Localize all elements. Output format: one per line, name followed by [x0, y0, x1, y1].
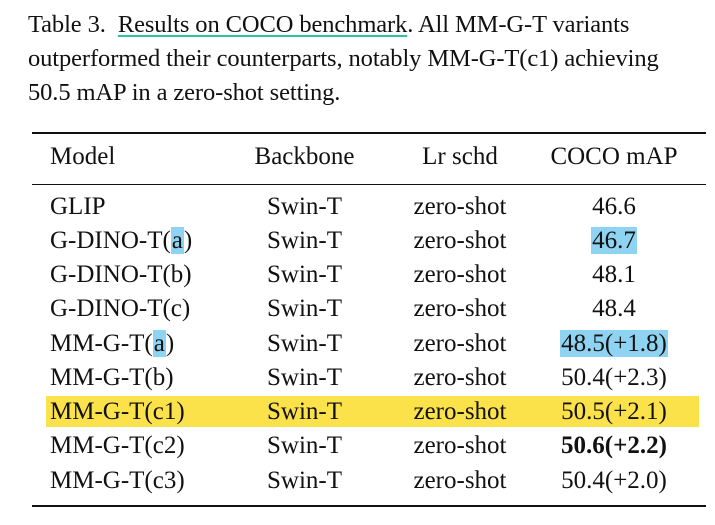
- cell-model: MM-G-T(c1): [50, 398, 185, 425]
- table-row: MM-G-T(a) Swin-T zero-shot 48.5(+1.8): [32, 327, 706, 361]
- header-coco-map: COCO mAP: [550, 143, 678, 170]
- caption-title: Results on COCO benchmark: [117, 11, 408, 38]
- caption-line-3: 50.5 mAP in a zero-shot setting.: [28, 79, 341, 106]
- header-backbone: Backbone: [254, 143, 355, 170]
- cell-lr-schd: zero-shot: [413, 295, 507, 322]
- cell-lr-schd: zero-shot: [413, 467, 507, 494]
- cell-model: MM-G-T(c3): [50, 467, 185, 494]
- table-top-rule: [32, 132, 706, 134]
- caption-line-1-rest: . All MM-G-T variants: [407, 11, 630, 38]
- cell-coco-map-best: 50.6(+2.2): [561, 432, 667, 459]
- cell-backbone: Swin-T: [267, 261, 342, 288]
- table-header-row: Model Backbone Lr schd COCO mAP: [32, 140, 706, 174]
- header-lr-schd: Lr schd: [422, 143, 498, 170]
- model-close: ): [165, 330, 175, 357]
- cell-backbone: Swin-T: [267, 467, 342, 494]
- cell-model: G-DINO-T(b): [50, 261, 192, 288]
- cell-coco-map: 46.6: [592, 193, 636, 220]
- cell-backbone: Swin-T: [267, 364, 342, 391]
- cell-lr-schd: zero-shot: [413, 330, 507, 357]
- cell-coco-map: 48.4: [592, 295, 636, 322]
- table-bottom-rule: [32, 505, 706, 507]
- row-highlight: [46, 396, 699, 427]
- cell-coco-map: 50.5(+2.1): [561, 398, 667, 425]
- cell-coco-map: 46.7: [529, 224, 699, 258]
- cell-lr-schd: zero-shot: [413, 398, 507, 425]
- model-base: MM-G-T(: [50, 330, 153, 357]
- model-base: G-DINO-T(: [50, 227, 171, 254]
- cell-backbone: Swin-T: [267, 330, 342, 357]
- highlighted-map: 46.7: [591, 227, 637, 254]
- table-row: GLIP Swin-T zero-shot 46.6: [32, 190, 706, 224]
- cell-lr-schd: zero-shot: [413, 432, 507, 459]
- table-row: G-DINO-T(b) Swin-T zero-shot 48.1: [32, 258, 706, 292]
- cell-model: G-DINO-T(c): [50, 295, 191, 322]
- cell-model: MM-G-T(b): [50, 364, 174, 391]
- table-row-highlighted: MM-G-T(c1) Swin-T zero-shot 50.5(+2.1): [32, 395, 706, 429]
- cell-model: GLIP: [50, 193, 106, 220]
- caption-label: Table 3.: [28, 11, 106, 38]
- table-row: MM-G-T(c3) Swin-T zero-shot 50.4(+2.0): [32, 464, 706, 498]
- table-row: MM-G-T(b) Swin-T zero-shot 50.4(+2.3): [32, 361, 706, 395]
- cell-model: MM-G-T(a): [50, 327, 174, 361]
- highlighted-map: 48.5(+1.8): [560, 330, 668, 357]
- cell-coco-map: 48.5(+1.8): [529, 327, 699, 361]
- table-caption: Table 3. Results on COCO benchmark. All …: [28, 8, 708, 110]
- table-row: G-DINO-T(a) Swin-T zero-shot 46.7: [32, 224, 706, 258]
- caption-line-2: outperformed their counterparts, notably…: [28, 45, 659, 72]
- cell-coco-map: 48.1: [592, 261, 636, 288]
- table-header-rule: [32, 184, 706, 185]
- table-row: MM-G-T(c2) Swin-T zero-shot 50.6(+2.2): [32, 429, 706, 463]
- header-model: Model: [50, 143, 116, 170]
- cell-lr-schd: zero-shot: [413, 227, 507, 254]
- cell-backbone: Swin-T: [267, 193, 342, 220]
- cell-model: G-DINO-T(a): [50, 224, 192, 258]
- cell-lr-schd: zero-shot: [413, 261, 507, 288]
- cell-coco-map: 50.4(+2.0): [561, 467, 667, 494]
- cell-lr-schd: zero-shot: [413, 364, 507, 391]
- cell-backbone: Swin-T: [267, 227, 342, 254]
- caption-line-1: Table 3. Results on COCO benchmark. All …: [28, 8, 708, 42]
- highlighted-variant: a: [152, 330, 166, 357]
- cell-model: MM-G-T(c2): [50, 432, 185, 459]
- cell-lr-schd: zero-shot: [413, 193, 507, 220]
- model-close: ): [183, 227, 193, 254]
- cell-backbone: Swin-T: [267, 398, 342, 425]
- table-row: G-DINO-T(c) Swin-T zero-shot 48.4: [32, 292, 706, 326]
- cell-backbone: Swin-T: [267, 432, 342, 459]
- cell-backbone: Swin-T: [267, 295, 342, 322]
- cell-coco-map: 50.4(+2.3): [561, 364, 667, 391]
- highlighted-variant: a: [170, 227, 184, 254]
